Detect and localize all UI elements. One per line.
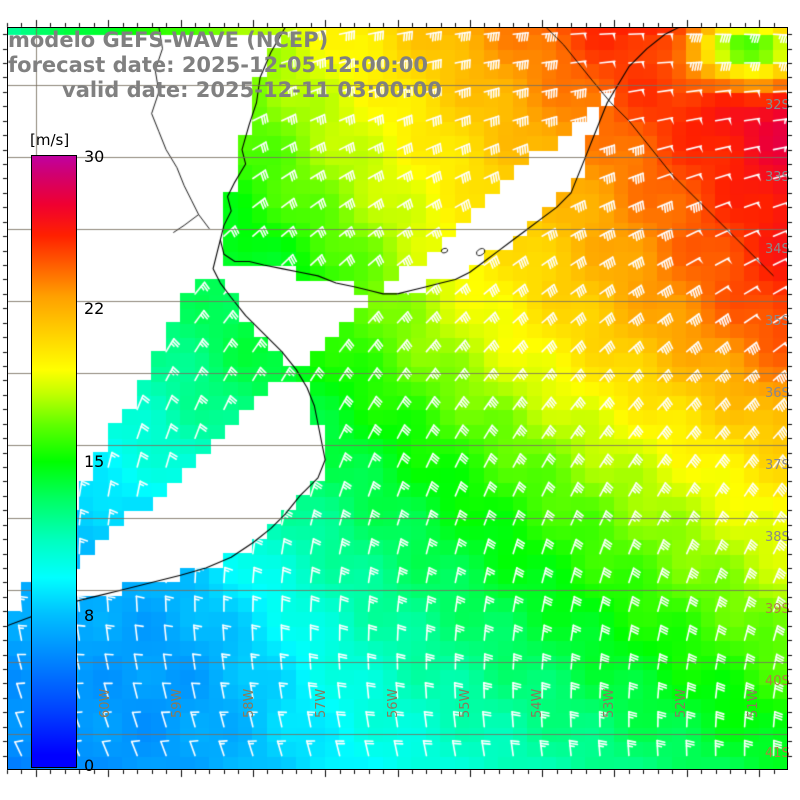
lat-label-32S: 32S xyxy=(765,98,790,113)
lat-label-33S: 33S xyxy=(765,170,790,185)
colorbar[interactable] xyxy=(31,155,77,768)
lon-label-56W: 56W xyxy=(386,688,401,718)
lat-label-37S: 37S xyxy=(765,458,790,473)
lat-label-34S: 34S xyxy=(765,242,790,257)
colorbar-tick-30: 30 xyxy=(84,147,105,166)
colorbar-tick-8: 8 xyxy=(84,606,95,625)
graticule-canvas xyxy=(7,27,788,770)
map-plot-area[interactable] xyxy=(7,27,788,770)
lon-label-57W: 57W xyxy=(314,688,329,718)
lon-label-60W: 60W xyxy=(98,688,113,718)
lon-label-54W: 54W xyxy=(530,688,545,718)
lat-label-38S: 38S xyxy=(765,530,790,545)
colorbar-tick-0: 0 xyxy=(84,756,95,775)
lat-label-41S: 41S xyxy=(765,746,790,761)
lon-label-51W: 51W xyxy=(746,688,761,718)
lat-label-40S: 40S xyxy=(765,674,790,689)
colorbar-tick-15: 15 xyxy=(84,452,105,471)
lon-label-58W: 58W xyxy=(242,688,257,718)
lon-label-53W: 53W xyxy=(602,688,617,718)
lon-label-59W: 59W xyxy=(170,688,185,718)
lon-label-55W: 55W xyxy=(458,688,473,718)
lon-label-52W: 52W xyxy=(674,688,689,718)
lat-label-39S: 39S xyxy=(765,602,790,617)
colorbar-tick-22: 22 xyxy=(84,299,105,318)
colorbar-gradient xyxy=(31,155,77,768)
colorbar-unit-label: [m/s] xyxy=(30,131,70,149)
lat-label-35S: 35S xyxy=(765,314,790,329)
lat-label-36S: 36S xyxy=(765,386,790,401)
